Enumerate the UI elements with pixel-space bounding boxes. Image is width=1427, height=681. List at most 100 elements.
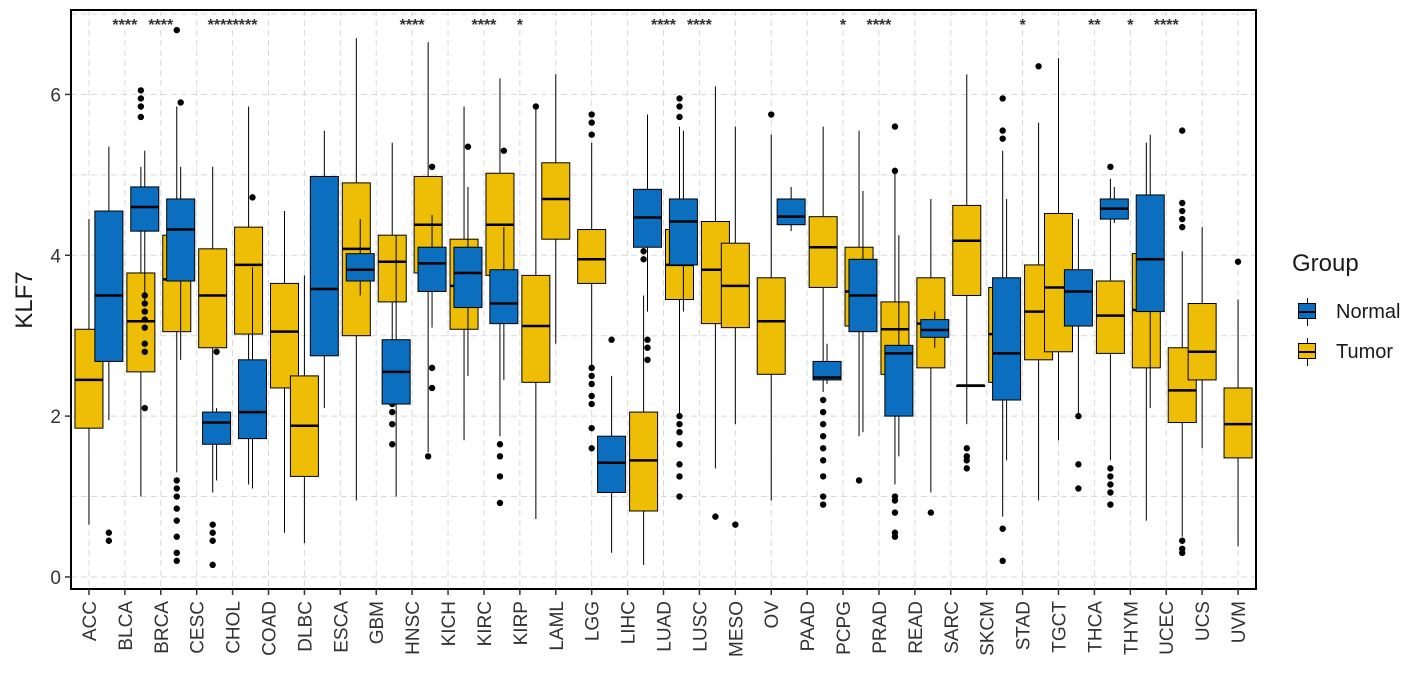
outlier-point xyxy=(891,497,899,504)
outlier-point xyxy=(1035,63,1042,70)
legend-item-normal: Normal xyxy=(1292,292,1427,332)
box-body xyxy=(521,274,551,383)
y-axis-title: KLF7 xyxy=(11,271,38,328)
outlier-point xyxy=(141,316,148,323)
outlier-point xyxy=(1107,473,1114,480)
x-tick-label-dlbc: DLBC xyxy=(295,601,316,652)
outlier-point xyxy=(1107,481,1114,488)
box-thym-normal xyxy=(1099,186,1129,224)
box-body xyxy=(992,277,1022,401)
box-body xyxy=(1095,280,1125,354)
outlier-point xyxy=(389,441,396,448)
outlier-point xyxy=(588,364,595,372)
x-tick-label-ov: OV xyxy=(762,601,783,629)
x-tick-label-kirp: KIRP xyxy=(511,601,532,645)
box-paad-tumor xyxy=(808,126,838,508)
x-tick-label-blca: BLCA xyxy=(116,601,137,651)
outlier-point xyxy=(819,501,827,508)
box-kirc-normal xyxy=(453,143,483,376)
box-ucs-tumor xyxy=(1187,227,1217,449)
outlier-point xyxy=(608,336,615,343)
outlier-point xyxy=(173,505,180,512)
outlier-point xyxy=(712,513,719,520)
box-body xyxy=(377,234,407,303)
outlier-point xyxy=(428,384,436,392)
box-body xyxy=(1063,269,1093,327)
x-tick-label-tgct: TGCT xyxy=(1050,601,1071,653)
box-body xyxy=(577,229,607,284)
box-uvm-tumor xyxy=(1223,258,1253,547)
outlier-point xyxy=(213,348,220,355)
outlier-point xyxy=(209,561,216,569)
box-body xyxy=(198,248,228,349)
outlier-point xyxy=(209,529,216,536)
x-tick-label-read: READ xyxy=(906,601,927,654)
box-lihc-normal xyxy=(597,336,627,553)
x-axis: ACC BLCA BRCA CESC CHOL COAD DLBC ESCA GBM HNSC KI… xyxy=(80,589,1250,657)
outlier-point xyxy=(500,147,508,154)
outlier-point xyxy=(496,453,504,460)
significance-thym: * xyxy=(1127,17,1134,34)
y-tick-label: 0 xyxy=(50,568,61,589)
outlier-point xyxy=(676,441,683,448)
significance-thca: ** xyxy=(1088,17,1101,34)
box-dlbc-tumor xyxy=(289,275,319,544)
outlier-point xyxy=(676,113,683,121)
x-tick-label-lusc: LUSC xyxy=(690,601,711,652)
significance-pcpg: * xyxy=(840,17,847,34)
legend: Group Normal Tumor xyxy=(1292,250,1427,372)
outlier-point xyxy=(1107,163,1114,171)
outlier-point xyxy=(999,95,1006,102)
outlier-point xyxy=(891,533,899,540)
outlier-point xyxy=(732,521,739,528)
box-body xyxy=(417,246,447,292)
box-sarc-normal xyxy=(920,311,950,348)
box-hnsc-normal xyxy=(381,235,411,497)
outlier-point xyxy=(644,344,651,351)
outlier-point xyxy=(588,445,595,452)
box-body xyxy=(1187,303,1217,381)
outlier-point xyxy=(891,123,899,130)
outlier-point xyxy=(428,364,436,372)
x-tick-label-lgg: LGG xyxy=(583,601,604,641)
outlier-point xyxy=(768,111,775,118)
outlier-point xyxy=(428,163,436,171)
outlier-point xyxy=(141,348,148,355)
outlier-point xyxy=(1179,537,1186,544)
box-body xyxy=(776,198,806,226)
x-tick-label-luad: LUAD xyxy=(655,601,676,652)
x-tick-label-kich: KICH xyxy=(439,601,460,646)
box-acc-tumor xyxy=(74,219,104,525)
box-body xyxy=(234,226,264,335)
outlier-point xyxy=(1179,127,1186,134)
x-tick-label-gbm: GBM xyxy=(367,601,388,644)
outlier-point xyxy=(1179,199,1186,207)
outlier-point xyxy=(963,445,970,452)
outlier-point xyxy=(141,300,148,307)
significance-layer: **** **** ******** **** **** * **** **** * **** * *… xyxy=(112,17,1179,34)
box-body xyxy=(756,277,786,375)
box-lusc-normal xyxy=(668,130,698,312)
outlier-point xyxy=(141,324,148,331)
outlier-point xyxy=(963,457,970,464)
box-thca-normal xyxy=(1063,219,1093,492)
x-tick-label-stad: STAD xyxy=(1014,601,1035,650)
box-body xyxy=(202,411,232,445)
x-tick-label-paad: PAAD xyxy=(798,601,819,651)
outlier-point xyxy=(141,404,148,412)
box-body xyxy=(597,435,627,494)
box-cesc-tumor xyxy=(198,166,228,569)
box-body xyxy=(808,216,838,288)
outlier-point xyxy=(1234,258,1242,265)
outlier-point xyxy=(173,549,180,557)
box-prad-normal xyxy=(848,190,878,433)
box-body xyxy=(130,186,160,232)
x-tick-label-skcm: SKCM xyxy=(978,601,999,656)
outlier-point xyxy=(676,493,683,500)
outlier-point xyxy=(173,533,180,540)
outlier-point xyxy=(999,127,1006,134)
outlier-point xyxy=(588,424,595,432)
outlier-point xyxy=(173,493,180,500)
outlier-point xyxy=(496,499,504,507)
